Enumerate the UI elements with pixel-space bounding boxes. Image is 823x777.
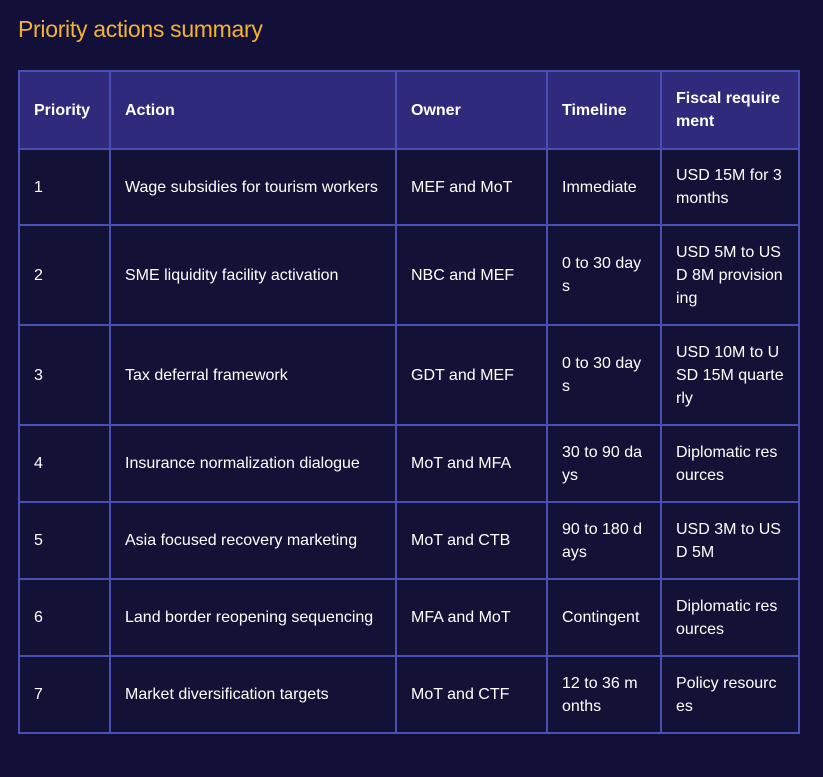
cell-action: Wage subsidies for tourism workers xyxy=(109,148,397,226)
cell-owner: GDT and MEF xyxy=(395,324,548,426)
cell-priority: 4 xyxy=(18,424,111,503)
cell-timeline: 30 to 90 days xyxy=(546,424,662,503)
cell-action: Insurance normalization dialogue xyxy=(109,424,397,503)
cell-owner: MoT and CTB xyxy=(395,501,548,580)
cell-priority: 6 xyxy=(18,578,111,657)
cell-priority: 5 xyxy=(18,501,111,580)
header-owner: Owner xyxy=(395,70,548,150)
table-row: 1 Wage subsidies for tourism workers MEF… xyxy=(18,148,800,226)
priority-actions-table: Priority Action Owner Timeline Fiscal re… xyxy=(18,70,800,734)
cell-owner: MEF and MoT xyxy=(395,148,548,226)
cell-timeline: Immediate xyxy=(546,148,662,226)
cell-fiscal-requirement: USD 10M to USD 15M quarterly xyxy=(660,324,800,426)
cell-owner: MoT and CTF xyxy=(395,655,548,734)
cell-priority: 1 xyxy=(18,148,111,226)
cell-fiscal-requirement: USD 15M for 3 months xyxy=(660,148,800,226)
cell-timeline: 0 to 30 days xyxy=(546,224,662,326)
cell-owner: MFA and MoT xyxy=(395,578,548,657)
cell-timeline: 90 to 180 days xyxy=(546,501,662,580)
header-fiscal-requirement: Fiscal requirement xyxy=(660,70,800,150)
cell-action: Tax deferral framework xyxy=(109,324,397,426)
cell-action: Land border reopening sequencing xyxy=(109,578,397,657)
table-row: 3 Tax deferral framework GDT and MEF 0 t… xyxy=(18,324,800,426)
cell-fiscal-requirement: USD 3M to USD 5M xyxy=(660,501,800,580)
cell-fiscal-requirement: Diplomatic resources xyxy=(660,578,800,657)
cell-priority: 3 xyxy=(18,324,111,426)
header-action: Action xyxy=(109,70,397,150)
cell-action: Market diversification targets xyxy=(109,655,397,734)
page-title: Priority actions summary xyxy=(18,16,263,42)
cell-priority: 2 xyxy=(18,224,111,326)
cell-owner: NBC and MEF xyxy=(395,224,548,326)
header-timeline: Timeline xyxy=(546,70,662,150)
cell-timeline: Contingent xyxy=(546,578,662,657)
cell-owner: MoT and MFA xyxy=(395,424,548,503)
cell-fiscal-requirement: Diplomatic resources xyxy=(660,424,800,503)
cell-fiscal-requirement: Policy resources xyxy=(660,655,800,734)
cell-priority: 7 xyxy=(18,655,111,734)
table-row: 2 SME liquidity facility activation NBC … xyxy=(18,224,800,326)
cell-fiscal-requirement: USD 5M to USD 8M provisioning xyxy=(660,224,800,326)
cell-action: SME liquidity facility activation xyxy=(109,224,397,326)
table-row: 5 Asia focused recovery marketing MoT an… xyxy=(18,501,800,580)
header-priority: Priority xyxy=(18,70,111,150)
table-header-row: Priority Action Owner Timeline Fiscal re… xyxy=(18,70,800,150)
cell-timeline: 12 to 36 months xyxy=(546,655,662,734)
table-row: 6 Land border reopening sequencing MFA a… xyxy=(18,578,800,657)
cell-timeline: 0 to 30 days xyxy=(546,324,662,426)
cell-action: Asia focused recovery marketing xyxy=(109,501,397,580)
table-row: 4 Insurance normalization dialogue MoT a… xyxy=(18,424,800,503)
table-row: 7 Market diversification targets MoT and… xyxy=(18,655,800,734)
